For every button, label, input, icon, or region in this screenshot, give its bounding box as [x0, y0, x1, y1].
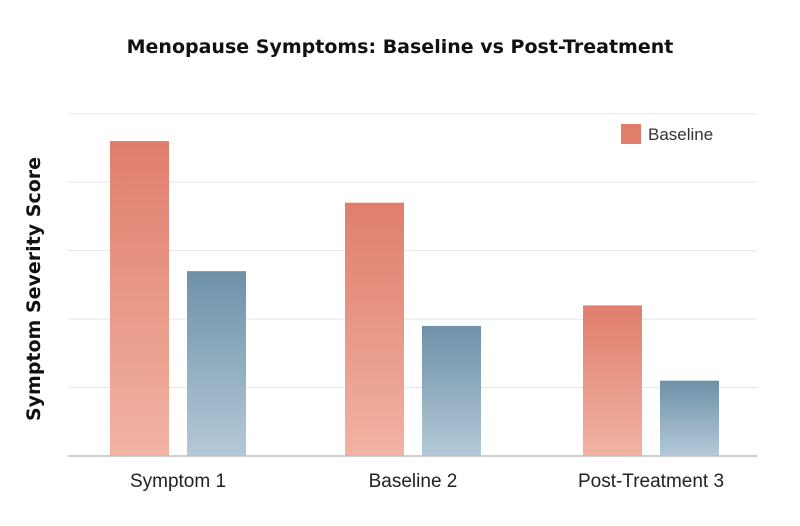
gridlines [68, 113, 757, 389]
x-tick-label: Symptom 1 [130, 471, 226, 492]
bar-series-1-category-3 [583, 305, 642, 456]
x-tick-label: Baseline 2 [369, 471, 458, 492]
legend-label-baseline: Baseline [648, 125, 713, 144]
bars [110, 141, 719, 457]
y-axis-label: Symptom Severity Score [23, 157, 45, 421]
x-tick-labels: Symptom 1 Baseline 2 Post-Treatment 3 [130, 471, 724, 492]
bar-series-1-category-2 [345, 202, 404, 456]
bar-series-2-category-1 [187, 271, 246, 456]
chart-title: Menopause Symptoms: Baseline vs Post-Tre… [127, 36, 674, 58]
legend: Baseline [621, 124, 713, 144]
x-tick-label: Post-Treatment 3 [578, 471, 724, 492]
legend-swatch-baseline [621, 124, 641, 144]
bar-series-2-category-3 [660, 380, 719, 456]
bar-series-1-category-1 [110, 141, 169, 457]
bar-series-2-category-2 [422, 325, 481, 456]
